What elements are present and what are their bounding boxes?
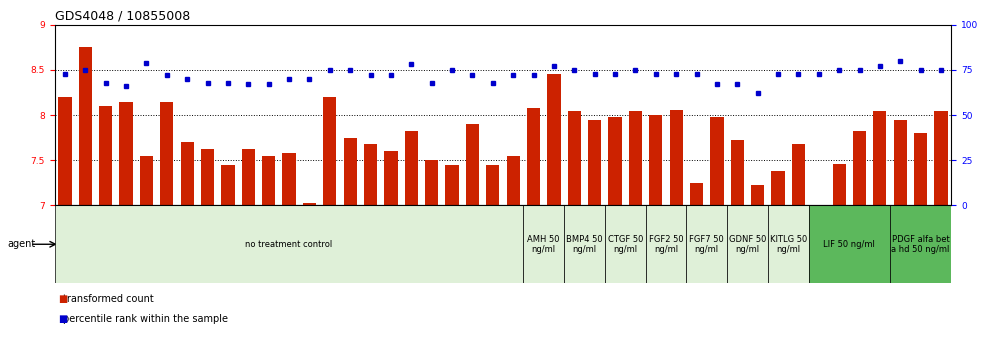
- Bar: [523, 205, 564, 283]
- Bar: [731, 140, 744, 205]
- Text: FGF7 50
ng/ml: FGF7 50 ng/ml: [689, 235, 724, 254]
- Bar: [120, 102, 132, 205]
- Bar: [160, 102, 173, 205]
- Bar: [445, 165, 459, 205]
- Bar: [303, 202, 316, 205]
- Bar: [588, 120, 602, 205]
- Text: no treatment control: no treatment control: [245, 240, 333, 249]
- Bar: [628, 110, 642, 205]
- Text: AMH 50
ng/ml: AMH 50 ng/ml: [528, 235, 560, 254]
- Bar: [568, 110, 581, 205]
- Bar: [323, 97, 337, 205]
- Text: CTGF 50
ng/ml: CTGF 50 ng/ml: [608, 235, 642, 254]
- Bar: [527, 108, 540, 205]
- Bar: [853, 131, 867, 205]
- Bar: [180, 142, 194, 205]
- Bar: [809, 205, 890, 283]
- Bar: [466, 124, 479, 205]
- Text: GDS4048 / 10855008: GDS4048 / 10855008: [55, 9, 190, 22]
- Bar: [890, 205, 951, 283]
- Bar: [564, 205, 605, 283]
- Bar: [771, 171, 785, 205]
- Bar: [59, 97, 72, 205]
- Bar: [547, 74, 561, 205]
- Text: ■: ■: [58, 314, 67, 324]
- Bar: [139, 156, 153, 205]
- Bar: [507, 156, 520, 205]
- Bar: [242, 149, 255, 205]
- Bar: [201, 149, 214, 205]
- Bar: [404, 131, 418, 205]
- Text: KITLG 50
ng/ml: KITLG 50 ng/ml: [770, 235, 807, 254]
- Bar: [792, 144, 805, 205]
- Text: GDNF 50
ng/ml: GDNF 50 ng/ml: [729, 235, 766, 254]
- Bar: [690, 183, 703, 205]
- Text: FGF2 50
ng/ml: FGF2 50 ng/ml: [648, 235, 683, 254]
- Bar: [605, 205, 645, 283]
- Bar: [768, 205, 809, 283]
- Bar: [55, 205, 523, 283]
- Bar: [425, 160, 438, 205]
- Bar: [893, 120, 907, 205]
- Bar: [686, 205, 727, 283]
- Text: ■: ■: [58, 294, 67, 304]
- Text: PDGF alfa bet
a hd 50 ng/ml: PDGF alfa bet a hd 50 ng/ml: [891, 235, 950, 254]
- Bar: [283, 153, 296, 205]
- Bar: [486, 165, 499, 205]
- Bar: [914, 133, 927, 205]
- Bar: [344, 138, 357, 205]
- Bar: [364, 144, 377, 205]
- Bar: [873, 110, 886, 205]
- Bar: [221, 165, 235, 205]
- Bar: [710, 117, 723, 205]
- Text: transformed count: transformed count: [63, 294, 153, 304]
- Bar: [262, 156, 275, 205]
- Bar: [79, 47, 92, 205]
- Bar: [669, 110, 683, 205]
- Text: percentile rank within the sample: percentile rank within the sample: [63, 314, 228, 324]
- Bar: [751, 184, 764, 205]
- Text: agent: agent: [7, 239, 35, 249]
- Text: BMP4 50
ng/ml: BMP4 50 ng/ml: [566, 235, 603, 254]
- Bar: [99, 106, 113, 205]
- Bar: [645, 205, 686, 283]
- Bar: [833, 164, 846, 205]
- Text: LIF 50 ng/ml: LIF 50 ng/ml: [824, 240, 875, 249]
- Bar: [649, 115, 662, 205]
- Bar: [609, 117, 622, 205]
- Bar: [727, 205, 768, 283]
- Bar: [934, 110, 947, 205]
- Bar: [384, 151, 397, 205]
